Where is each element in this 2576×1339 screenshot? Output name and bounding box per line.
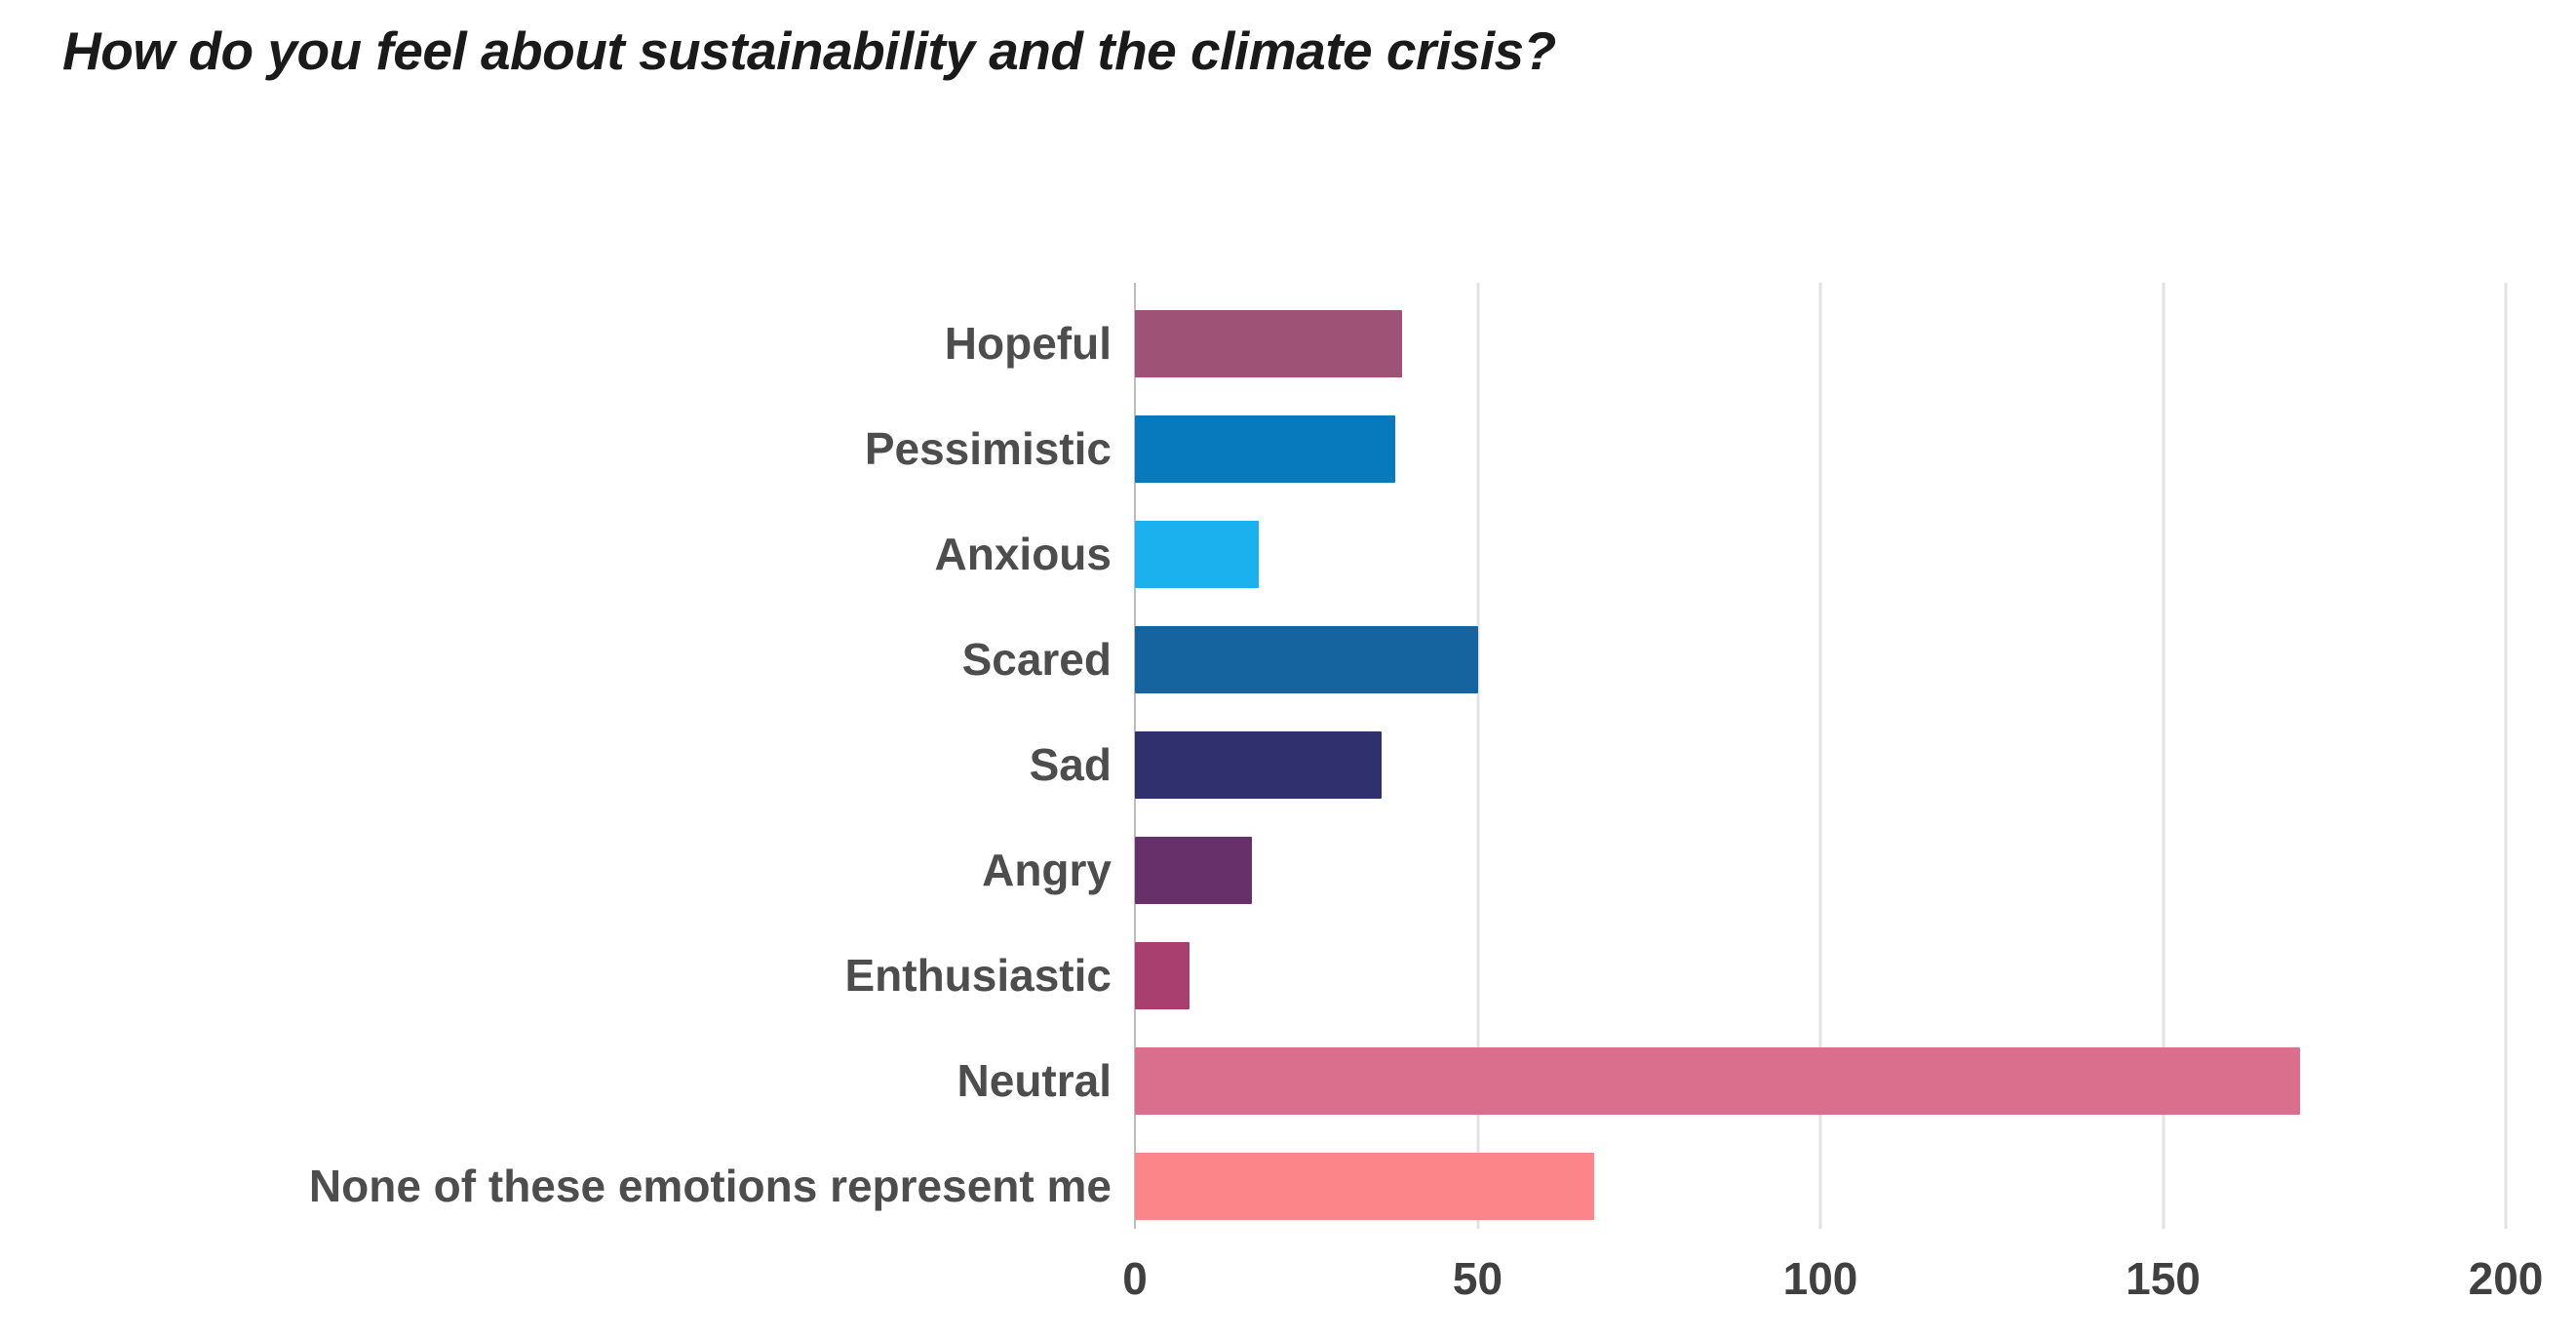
bar-row: Scared [0,607,2576,712]
bar-anxious [1135,520,1259,588]
bar-row: Sad [0,712,2576,817]
bar-enthusiastic [1135,941,1190,1009]
bar-track [1135,1046,2506,1115]
category-label-angry: Angry [982,845,1112,895]
bar-row: Neutral [0,1028,2576,1133]
chart-title: How do you feel about sustainability and… [62,20,1556,81]
category-label-neutral: Neutral [956,1055,1112,1106]
bar-chart: Hopeful Pessimistic Anxious Scared Sad Angry E… [0,283,2576,1339]
category-label-sad: Sad [1029,739,1112,790]
bar-neutral [1135,1046,2301,1115]
category-label-scared: Scared [961,634,1112,685]
bar-track [1135,1152,2506,1220]
bar-row: Anxious [0,501,2576,607]
bar-row: Pessimistic [0,396,2576,501]
bar-scared [1135,625,1478,693]
bar-track [1135,520,2506,588]
category-label-enthusiastic: Enthusiastic [844,950,1112,1001]
bar-track [1135,309,2506,377]
bar-track [1135,730,2506,799]
category-label-anxious: Anxious [934,529,1112,579]
bar-angry [1135,836,1252,904]
bar-track [1135,836,2506,904]
x-tick-label-50: 50 [1452,1253,1503,1304]
bar-sad [1135,730,1383,799]
bar-track [1135,414,2506,483]
bar-track [1135,625,2506,693]
category-label-pessimistic: Pessimistic [864,423,1112,474]
x-tick-label-0: 0 [1122,1253,1148,1304]
category-label-hopeful: Hopeful [944,318,1112,369]
bar-none-of-these-emotions-represent-me [1135,1152,1594,1220]
x-tick-label-150: 150 [2126,1253,2201,1304]
bar-row: Hopeful [0,291,2576,396]
bar-row: Angry [0,817,2576,923]
bar-pessimistic [1135,414,1396,483]
category-label-none-of-these-emotions-represent-me: None of these emotions represent me [308,1161,1112,1211]
x-axis: 0 50 100 150 200 [1122,1246,2543,1334]
bar-row: Enthusiastic [0,923,2576,1028]
bar-hopeful [1135,309,1403,377]
x-tick-label-200: 200 [2468,1253,2544,1304]
bar-row: None of these emotions represent me [0,1133,2576,1239]
bar-rows: Hopeful Pessimistic Anxious Scared Sad Angry E… [0,291,2576,1239]
bar-track [1135,941,2506,1009]
x-tick-label-100: 100 [1782,1253,1858,1304]
